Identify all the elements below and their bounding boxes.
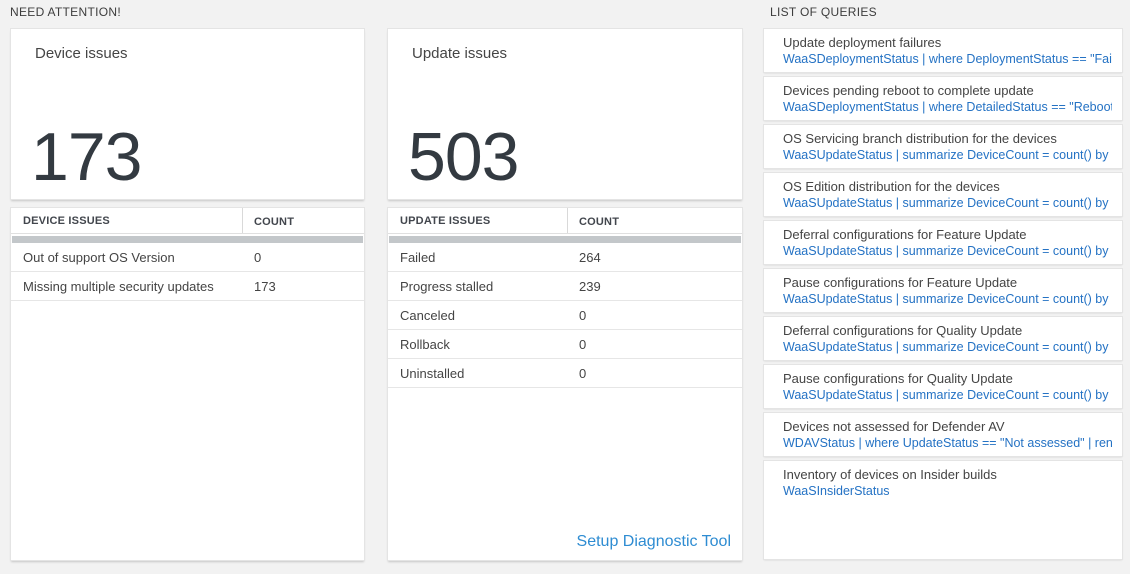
issue-count: 0 — [579, 307, 587, 323]
horizontal-scrollbar[interactable] — [389, 236, 741, 243]
issue-label: Progress stalled — [400, 278, 494, 294]
query-title: Deferral configurations for Feature Upda… — [783, 227, 1027, 242]
update-issue-row[interactable]: Progress stalled 239 — [388, 272, 742, 301]
device-issues-column-header: DEVICE ISSUES — [11, 208, 243, 233]
issue-count: 0 — [579, 365, 587, 381]
query-list-item[interactable]: Update deployment failures WaaSDeploymen… — [763, 28, 1123, 73]
update-issues-count: 503 — [408, 119, 519, 195]
device-issues-count: 173 — [31, 119, 142, 195]
horizontal-scrollbar[interactable] — [12, 236, 363, 243]
query-text: WaaSDeploymentStatus | where DeploymentS… — [783, 52, 1112, 66]
issue-count: 0 — [254, 249, 262, 265]
issue-label: Missing multiple security updates — [23, 278, 214, 294]
update-issue-row[interactable]: Rollback 0 — [388, 330, 742, 359]
update-issue-row[interactable]: Failed 264 — [388, 243, 742, 272]
query-list-item[interactable]: Deferral configurations for Feature Upda… — [763, 220, 1123, 265]
issue-count: 239 — [579, 278, 601, 294]
issue-label: Uninstalled — [400, 365, 465, 381]
query-list-item[interactable]: Pause configurations for Quality Update … — [763, 364, 1123, 409]
device-issue-row[interactable]: Out of support OS Version 0 — [11, 243, 364, 272]
query-text: WaaSUpdateStatus | summarize DeviceCount… — [783, 340, 1112, 354]
need-attention-section-title: NEED ATTENTION! — [10, 5, 121, 19]
issue-label: Failed — [400, 249, 436, 265]
query-list-item[interactable]: Devices pending reboot to complete updat… — [763, 76, 1123, 121]
update-issue-row[interactable]: Uninstalled 0 — [388, 359, 742, 388]
query-text: WaaSUpdateStatus | summarize DeviceCount… — [783, 148, 1112, 162]
query-title: Devices not assessed for Defender AV — [783, 419, 1005, 434]
device-issues-table-header: DEVICE ISSUES COUNT — [11, 208, 364, 234]
count-column-header: COUNT — [243, 212, 294, 230]
device-issues-table: DEVICE ISSUES COUNT Out of support OS Ve… — [10, 207, 365, 561]
update-issues-table-header: UPDATE ISSUES COUNT — [388, 208, 742, 234]
query-title: Inventory of devices on Insider builds — [783, 467, 997, 482]
issue-count: 0 — [579, 336, 587, 352]
device-issues-tile-title: Device issues — [35, 45, 128, 62]
query-text: WaaSUpdateStatus | summarize DeviceCount… — [783, 388, 1112, 402]
update-issues-column-header: UPDATE ISSUES — [388, 208, 568, 233]
update-issues-tile[interactable]: Update issues 503 — [387, 28, 743, 200]
issue-label: Rollback — [400, 336, 450, 352]
query-title: OS Servicing branch distribution for the… — [783, 131, 1057, 146]
query-text: WaaSUpdateStatus | summarize DeviceCount… — [783, 196, 1112, 210]
update-issue-row[interactable]: Canceled 0 — [388, 301, 742, 330]
query-text: WaaSUpdateStatus | summarize DeviceCount… — [783, 244, 1112, 258]
query-list-item[interactable]: OS Servicing branch distribution for the… — [763, 124, 1123, 169]
issue-label: Out of support OS Version — [23, 249, 175, 265]
query-text: WaaSInsiderStatus — [783, 484, 890, 498]
query-list-item[interactable]: OS Edition distribution for the devices … — [763, 172, 1123, 217]
count-column-label: COUNT — [254, 215, 295, 228]
queries-section-title: LIST OF QUERIES — [770, 5, 877, 19]
query-title: Pause configurations for Quality Update — [783, 371, 1013, 386]
update-issues-column-label: UPDATE ISSUES — [400, 214, 491, 227]
query-title: Update deployment failures — [783, 35, 942, 50]
query-title: OS Edition distribution for the devices — [783, 179, 1000, 194]
query-text: WDAVStatus | where UpdateStatus == "Not … — [783, 436, 1112, 450]
query-list-item[interactable]: Devices not assessed for Defender AV WDA… — [763, 412, 1123, 457]
update-issues-table: UPDATE ISSUES COUNT Failed 264 Progress … — [387, 207, 743, 561]
count-column-header: COUNT — [568, 212, 619, 230]
issue-count: 173 — [254, 278, 276, 294]
query-title: Devices pending reboot to complete updat… — [783, 83, 1034, 98]
query-list-item[interactable]: Pause configurations for Feature Update … — [763, 268, 1123, 313]
query-list-item[interactable]: Inventory of devices on Insider builds W… — [763, 460, 1123, 560]
setup-diagnostic-tool-link[interactable]: Setup Diagnostic Tool — [576, 533, 731, 550]
query-text: WaaSDeploymentStatus | where DetailedSta… — [783, 100, 1112, 114]
query-list-item[interactable]: Deferral configurations for Quality Upda… — [763, 316, 1123, 361]
device-issues-column-label: DEVICE ISSUES — [23, 214, 110, 227]
query-title: Pause configurations for Feature Update — [783, 275, 1018, 290]
query-text: WaaSUpdateStatus | summarize DeviceCount… — [783, 292, 1112, 306]
count-column-label: COUNT — [579, 215, 620, 228]
issue-label: Canceled — [400, 307, 455, 323]
issue-count: 264 — [579, 249, 601, 265]
update-issues-tile-title: Update issues — [412, 45, 508, 62]
device-issues-tile[interactable]: Device issues 173 — [10, 28, 365, 200]
query-title: Deferral configurations for Quality Upda… — [783, 323, 1023, 338]
device-issue-row[interactable]: Missing multiple security updates 173 — [11, 272, 364, 301]
query-list: Update deployment failures WaaSDeploymen… — [763, 28, 1123, 560]
